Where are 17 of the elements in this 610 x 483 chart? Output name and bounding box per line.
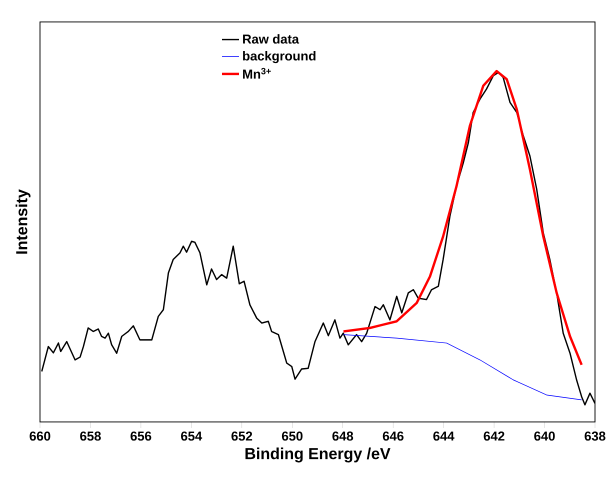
x-tick-label: 640 [534,432,555,441]
y-axis-title: Intensity [16,189,30,254]
legend-label: background [243,51,316,64]
x-tick-label: 652 [231,432,252,441]
x-tick-label: 646 [382,432,404,441]
legend-label: Raw data [243,34,300,44]
x-tick-label: 638 [584,432,606,441]
x-tick-label: 654 [181,432,202,441]
x-tick-label: 660 [30,432,50,441]
legend-label: Mn$^{3+}$ [243,68,271,79]
x-axis-title: Binding Energy /eV [245,448,390,462]
x-tick-label: 658 [80,432,101,441]
x-tick-label: 642 [484,432,504,441]
x-tick-label: 648 [332,432,354,441]
x-tick-label: 644 [433,432,454,441]
x-tick-label: 656 [130,432,152,441]
x-tick-label: 650 [282,432,303,441]
